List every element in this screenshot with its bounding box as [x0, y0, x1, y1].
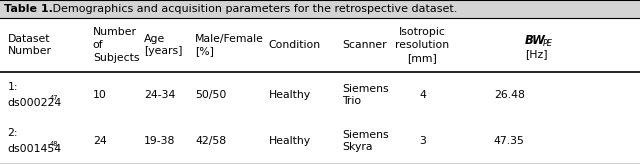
Text: 47: 47	[50, 95, 59, 101]
Text: Demographics and acquisition parameters for the retrospective dataset.: Demographics and acquisition parameters …	[49, 4, 458, 14]
Text: 1:: 1:	[8, 82, 18, 92]
Text: 24-34: 24-34	[144, 90, 175, 100]
Text: Isotropic
resolution
[mm]: Isotropic resolution [mm]	[396, 27, 449, 63]
Bar	[0, 0, 640, 18]
Text: 10: 10	[93, 90, 107, 100]
Text: Dataset
Number: Dataset Number	[8, 34, 52, 56]
Text: [Hz]: [Hz]	[525, 49, 547, 59]
Text: 24: 24	[93, 136, 106, 146]
Text: ds001454: ds001454	[8, 144, 62, 154]
Text: PE: PE	[543, 40, 553, 49]
Text: Condition: Condition	[269, 40, 321, 50]
Text: 4: 4	[419, 90, 426, 100]
Text: Male/Female
[%]: Male/Female [%]	[195, 34, 264, 56]
Text: 26.48: 26.48	[494, 90, 525, 100]
Text: Siemens
Skyra: Siemens Skyra	[342, 130, 389, 152]
Text: Healthy: Healthy	[269, 90, 311, 100]
Text: Siemens
Trio: Siemens Trio	[342, 84, 389, 106]
Text: 50/50: 50/50	[195, 90, 227, 100]
Text: 42/58: 42/58	[195, 136, 227, 146]
Text: Number
of
Subjects: Number of Subjects	[93, 27, 140, 63]
Text: BW: BW	[525, 33, 545, 47]
Text: Scanner: Scanner	[342, 40, 387, 50]
Text: ds000224: ds000224	[8, 98, 62, 108]
Text: 3: 3	[419, 136, 426, 146]
Text: 48: 48	[50, 141, 59, 147]
Text: Healthy: Healthy	[269, 136, 311, 146]
Text: Age
[years]: Age [years]	[144, 34, 182, 56]
Text: 19-38: 19-38	[144, 136, 175, 146]
Text: Table 1.: Table 1.	[4, 4, 53, 14]
Text: 2:: 2:	[8, 128, 18, 138]
Text: 47.35: 47.35	[494, 136, 525, 146]
